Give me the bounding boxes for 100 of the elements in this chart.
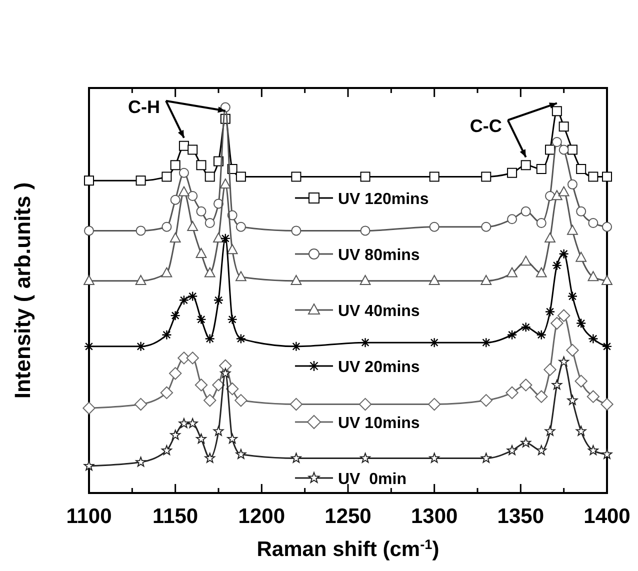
- point: [550, 316, 564, 330]
- point: [536, 164, 546, 174]
- point: [602, 341, 612, 352]
- point: [236, 172, 246, 182]
- x-tick-label: 1200: [238, 505, 286, 528]
- point: [188, 191, 198, 201]
- point: [536, 330, 546, 340]
- point: [234, 394, 248, 407]
- point: [536, 218, 546, 228]
- point: [429, 452, 440, 463]
- point: [536, 267, 547, 278]
- point: [520, 437, 532, 448]
- point: [567, 394, 578, 405]
- point: [520, 206, 531, 216]
- point: [290, 398, 303, 411]
- point: [544, 363, 556, 376]
- point: [235, 271, 246, 282]
- point: [219, 359, 232, 372]
- point: [551, 190, 562, 200]
- point: [170, 310, 180, 321]
- point: [520, 322, 531, 332]
- point: [586, 390, 600, 403]
- point: [506, 386, 518, 400]
- point: [520, 256, 532, 266]
- x-tick-label: 1250: [324, 505, 372, 528]
- point: [558, 248, 569, 259]
- point: [170, 232, 181, 243]
- point: [136, 176, 146, 186]
- point: [178, 186, 190, 196]
- point: [204, 218, 215, 228]
- point: [602, 274, 612, 285]
- point: [520, 160, 531, 170]
- point: [290, 452, 302, 463]
- legend-label: UV 10mins: [338, 415, 420, 432]
- point: [428, 274, 440, 285]
- point: [178, 168, 189, 178]
- legend-label: UV 20mins: [338, 359, 420, 376]
- point: [481, 172, 492, 182]
- point: [170, 194, 180, 205]
- point: [506, 330, 518, 340]
- legend-label: UV 40mins: [338, 303, 420, 320]
- point: [360, 452, 370, 463]
- point: [545, 144, 556, 155]
- point: [602, 172, 612, 182]
- point: [576, 206, 586, 216]
- point: [536, 445, 547, 456]
- point: [576, 252, 587, 262]
- point: [170, 160, 180, 170]
- point: [567, 291, 578, 302]
- point: [188, 144, 198, 155]
- point: [196, 206, 206, 216]
- point: [220, 178, 231, 189]
- point: [84, 341, 94, 352]
- x-tick-label: 1400: [584, 505, 630, 528]
- point: [196, 314, 206, 325]
- point: [84, 460, 94, 471]
- point: [220, 233, 231, 244]
- point: [567, 144, 578, 155]
- point: [360, 226, 370, 236]
- point: [558, 122, 569, 132]
- point: [161, 445, 172, 456]
- point: [170, 430, 181, 440]
- point: [204, 394, 216, 407]
- x-tick-label: 1150: [152, 505, 198, 528]
- point: [480, 274, 492, 285]
- point: [236, 222, 246, 232]
- point: [194, 378, 208, 392]
- point: [358, 398, 372, 411]
- point: [204, 267, 216, 278]
- x-axis-title: Raman shift (cm$^{-1}$): [256, 536, 440, 561]
- point: [566, 344, 579, 357]
- point: [507, 214, 518, 224]
- point: [84, 226, 94, 236]
- point: [567, 179, 578, 190]
- point: [186, 352, 199, 364]
- x-tick-label: 1100: [66, 505, 112, 528]
- point: [552, 380, 562, 390]
- point: [84, 176, 94, 186]
- point: [574, 374, 588, 388]
- point: [544, 306, 556, 317]
- point: [196, 248, 207, 258]
- point: [519, 378, 532, 392]
- point: [226, 244, 238, 254]
- point: [567, 224, 578, 235]
- point: [196, 434, 206, 444]
- point: [227, 434, 238, 444]
- point: [136, 341, 146, 352]
- point: [160, 386, 174, 400]
- point: [360, 274, 371, 285]
- point: [558, 186, 570, 196]
- point: [552, 137, 562, 147]
- point: [291, 226, 302, 236]
- point: [290, 274, 302, 285]
- legend-label: UV 120mins: [338, 191, 429, 208]
- point: [213, 426, 224, 436]
- point: [506, 445, 518, 456]
- point: [82, 402, 96, 414]
- point: [204, 334, 215, 344]
- point: [135, 274, 146, 285]
- point: [558, 356, 570, 366]
